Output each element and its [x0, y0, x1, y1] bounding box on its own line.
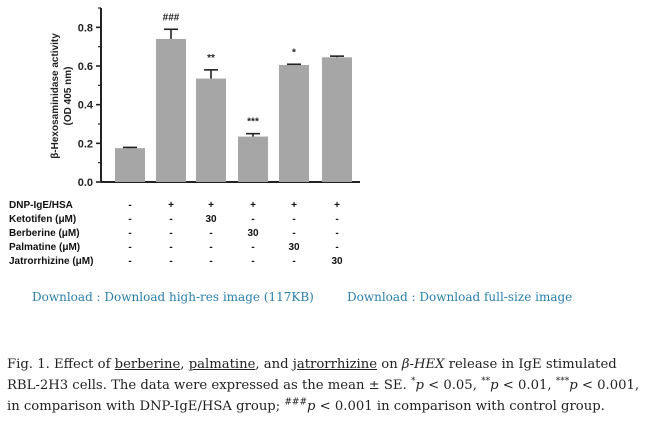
download-full-size-link[interactable]: Download : Download full-size image — [347, 290, 573, 304]
y-axis-label-unit: (OD 405 nm) — [63, 67, 74, 126]
treatment-value: - — [335, 214, 338, 225]
treatment-value: - — [292, 228, 295, 239]
y-tick-label: 0.8 — [78, 22, 93, 34]
treatment-value: - — [335, 228, 338, 239]
caption-sig-mark: * — [410, 376, 416, 387]
caption-p: p — [569, 378, 578, 393]
treatment-value: - — [128, 200, 131, 211]
treatment-value: 30 — [331, 256, 343, 267]
treatment-value: - — [169, 242, 172, 253]
caption-text: < 0.001, in comparison with DNP-IgE/HSA … — [7, 378, 640, 414]
berberine-link[interactable]: berberine — [114, 357, 181, 372]
bar — [115, 148, 145, 182]
treatment-value: 30 — [247, 228, 259, 239]
treatment-value: - — [169, 214, 172, 225]
treatment-label: Jatrorrhizine (μM) — [9, 256, 93, 267]
caption-sig-mark: ** — [481, 376, 491, 387]
y-tick-label: 0.6 — [78, 61, 93, 73]
treatment-value: - — [209, 256, 212, 267]
treatment-value: - — [209, 228, 212, 239]
caption-p: p — [415, 378, 424, 393]
download-links: Download : Download high-res image (117K… — [0, 290, 656, 306]
treatment-value: - — [128, 214, 131, 225]
caption-text: Effect of — [49, 357, 115, 372]
treatment-value: + — [168, 200, 174, 211]
caption-fig-number: Fig. 1. — [7, 357, 50, 372]
caption-p: p — [307, 399, 316, 414]
treatment-value: - — [251, 256, 254, 267]
treatment-value: - — [128, 242, 131, 253]
bar — [238, 136, 268, 182]
bar — [322, 57, 352, 182]
caption-sig-mark: ### — [284, 397, 308, 408]
y-tick-label: 0.4 — [78, 100, 94, 112]
bar — [196, 78, 226, 182]
treatment-label: Ketotifen (μM) — [9, 214, 76, 225]
caption-beta-hex: β-HEX — [401, 357, 445, 372]
caption-text: < 0.01, — [498, 378, 556, 393]
treatment-value: - — [169, 228, 172, 239]
y-tick-label: 0.2 — [78, 138, 93, 150]
caption-text: < 0.05, — [423, 378, 482, 393]
jatrorrhizine-link[interactable]: jatrorrhizine — [292, 357, 378, 372]
caption-text: release in IgE stimulated RBL-2H3 cells.… — [7, 357, 617, 393]
treatment-label: Palmatine (μM) — [9, 242, 80, 253]
caption-text: , — [180, 357, 189, 372]
treatment-label: Berberine (μM) — [9, 228, 80, 239]
y-axis-label: β-Hexosaminidase activity — [50, 33, 61, 159]
treatment-value: - — [335, 242, 338, 253]
significance-label: ** — [207, 53, 215, 64]
treatment-value: - — [292, 214, 295, 225]
treatment-value: - — [169, 256, 172, 267]
caption-p: p — [490, 378, 499, 393]
download-high-res-link[interactable]: Download : Download high-res image (117K… — [32, 290, 314, 304]
y-tick-label: 0.0 — [78, 177, 93, 189]
treatment-value: - — [292, 256, 295, 267]
figure-caption: Fig. 1. Effect of berberine, palmatine, … — [7, 354, 647, 417]
treatment-value: + — [208, 200, 214, 211]
significance-label: *** — [247, 117, 259, 128]
palmatine-link[interactable]: palmatine — [188, 357, 256, 372]
figure-1: 0.0 0.2 0.4 0.6 0.8 β-Hexosaminidase activity… — [9, 7, 360, 267]
bar — [279, 65, 309, 182]
caption-text: < 0.001 in comparison with control group… — [315, 399, 605, 414]
treatment-value: - — [251, 242, 254, 253]
caption-text: , and — [255, 357, 293, 372]
treatment-value: - — [128, 228, 131, 239]
treatment-value: - — [251, 214, 254, 225]
bar-chart: 0.0 0.2 0.4 0.6 0.8 β-Hexosaminidase activity… — [9, 7, 360, 267]
significance-label: ### — [163, 12, 180, 23]
treatment-value: + — [291, 200, 297, 211]
caption-text: on — [377, 357, 402, 372]
treatment-value: 30 — [205, 214, 217, 225]
significance-label: * — [292, 47, 296, 58]
caption-sig-mark: *** — [555, 376, 570, 387]
treatment-value: - — [128, 256, 131, 267]
treatment-value: + — [334, 200, 340, 211]
treatment-value: 30 — [288, 242, 300, 253]
bar — [156, 38, 186, 182]
treatment-label: DNP-IgE/HSA — [9, 200, 73, 211]
treatment-value: + — [250, 200, 256, 211]
treatment-value: - — [209, 242, 212, 253]
